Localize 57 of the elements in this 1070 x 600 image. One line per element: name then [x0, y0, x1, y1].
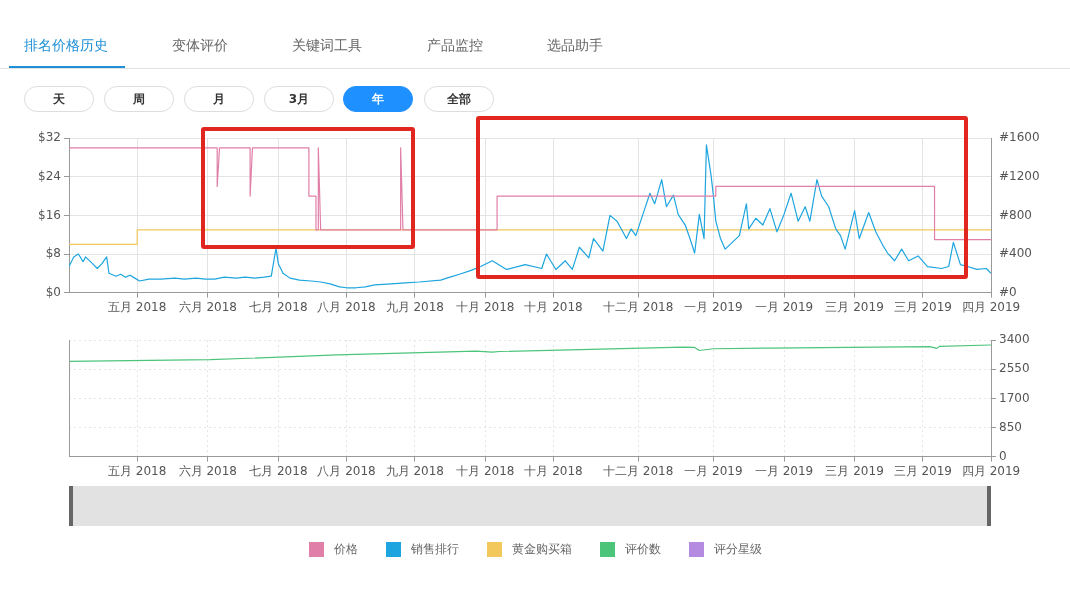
y-tick-label: 850	[999, 419, 1022, 434]
x-tick-label: 一月 2019	[684, 463, 743, 478]
legend-label: 销售排行	[409, 541, 459, 558]
text: 月	[184, 86, 254, 112]
x-tick-label: 四月 2019	[961, 463, 1021, 478]
y-tick-label: 0	[999, 448, 1007, 463]
text: 排名价格历史	[24, 37, 108, 55]
x-tick-label: 十二月 2018	[603, 463, 674, 478]
x-tick-label: 三月 2019	[893, 299, 952, 314]
x-tick-label: 十二月 2018	[603, 299, 674, 314]
y-tick-label: $16	[38, 207, 61, 222]
x-tick-label: 三月 2019	[825, 463, 884, 478]
x-tick-label: 五月 2018	[108, 463, 167, 478]
y2-tick-label: #400	[999, 246, 1032, 261]
x-tick-label: 七月 2018	[249, 299, 308, 314]
x-tick-label: 三月 2019	[825, 299, 884, 314]
x-tick-label: 四月 2019	[961, 299, 1021, 314]
x-tick-label: 一月 2019	[754, 299, 814, 314]
text: 变体评价	[172, 37, 228, 55]
y-tick-label: 2550	[999, 361, 1030, 376]
text: 天	[24, 86, 94, 112]
legend-label: 评价数	[623, 541, 661, 558]
y2-tick-label: #0	[999, 284, 1017, 299]
text: 关键词工具	[292, 37, 362, 55]
x-tick-label: 七月 2018	[249, 463, 308, 478]
x-tick-label: 一月 2019	[754, 463, 814, 478]
x-tick-label: 九月 2018	[385, 463, 444, 478]
x-tick-label: 十月 2018	[524, 463, 583, 478]
text: 3月	[264, 86, 334, 112]
y-tick-label: 1700	[999, 390, 1030, 405]
x-tick-label: 三月 2019	[893, 463, 952, 478]
x-tick-label: 六月 2018	[178, 463, 237, 478]
x-tick-label: 十月 2018	[456, 299, 515, 314]
x-tick-label: 六月 2018	[178, 299, 237, 314]
x-tick-label: 十月 2018	[456, 463, 515, 478]
legend-label: 评分星级	[712, 541, 762, 558]
legend-label: 价格	[332, 541, 358, 558]
x-tick-label: 八月 2018	[317, 299, 376, 314]
x-tick-label: 九月 2018	[385, 299, 444, 314]
x-tick-label: 一月 2019	[684, 299, 743, 314]
y2-tick-label: #1600	[999, 130, 1040, 145]
y-tick-label: 3400	[999, 332, 1030, 347]
text: 选品助手	[547, 37, 603, 55]
y-tick-label: $24	[38, 168, 61, 183]
y-tick-label: $32	[38, 130, 61, 145]
text: 全部	[424, 86, 494, 112]
y2-tick-label: #800	[999, 207, 1032, 222]
y2-tick-label: #1200	[999, 168, 1040, 183]
text: 年	[343, 86, 413, 112]
text: 周	[104, 86, 174, 112]
x-tick-label: 五月 2018	[108, 299, 167, 314]
y-tick-label: $0	[45, 284, 61, 299]
text: 产品监控	[427, 37, 483, 55]
x-tick-label: 八月 2018	[317, 463, 376, 478]
y-tick-label: $8	[45, 246, 61, 261]
x-tick-label: 十月 2018	[524, 299, 583, 314]
legend-label: 黄金购买箱	[510, 541, 572, 558]
